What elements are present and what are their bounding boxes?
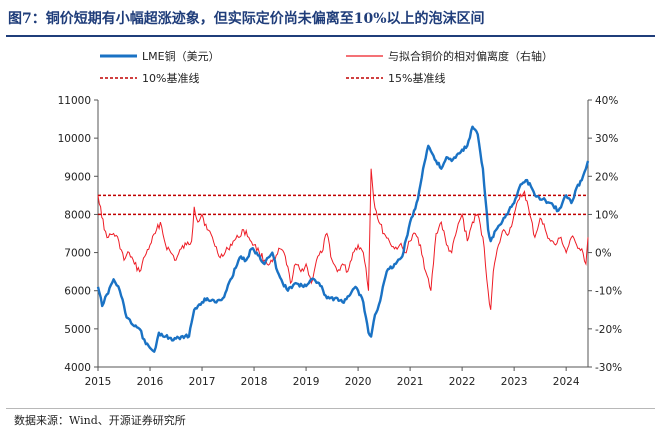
x-tick-label: 2018 xyxy=(241,376,268,388)
title-divider xyxy=(6,35,655,37)
y-left-tick-label: 9000 xyxy=(64,171,91,183)
series-line-lme xyxy=(96,125,590,353)
y-left-tick-label: 6000 xyxy=(64,286,91,298)
reference-lines xyxy=(98,194,588,216)
x-tick-label: 2017 xyxy=(189,376,216,388)
x-tick-label: 2020 xyxy=(345,376,372,388)
source-note: 数据来源：Wind、开源证券研究所 xyxy=(14,414,186,427)
source-divider xyxy=(6,408,655,409)
y-right-tick-label: -20% xyxy=(595,324,622,336)
y-right-tick-label: 40% xyxy=(595,95,618,107)
chart-title: 图7：铜价短期有小幅超涨迹象，但实际定价尚未偏离至10%以上的泡沫区间 xyxy=(8,11,485,27)
x-tick-label: 2021 xyxy=(397,376,424,388)
x-tick-label: 2015 xyxy=(85,376,112,388)
legend-label-deviation: 与拟合铜价的相对偏离度（右轴） xyxy=(388,49,553,63)
chart-canvas: LME铜（美元） 与拟合铜价的相对偏离度（右轴） 10%基准线 15%基准线 4… xyxy=(58,49,623,388)
y-right-tick-label: 0% xyxy=(595,248,612,260)
legend: LME铜（美元） 与拟合铜价的相对偏离度（右轴） 10%基准线 15%基准线 xyxy=(100,49,553,85)
legend-label-lme: LME铜（美元） xyxy=(142,49,220,63)
y-right-tick-label: 20% xyxy=(595,171,618,183)
x-tick-label: 2016 xyxy=(137,376,164,388)
y-right-tick-label: 10% xyxy=(595,209,618,221)
legend-label-ref15: 15%基准线 xyxy=(388,71,445,85)
x-tick-label: 2019 xyxy=(293,376,320,388)
plot-lines xyxy=(96,125,590,353)
series-line-deviation xyxy=(97,168,589,310)
y-left-tick-label: 5000 xyxy=(64,324,91,336)
y-right-tick-label: -30% xyxy=(595,362,622,374)
y-left-tick-label: 7000 xyxy=(64,248,91,260)
x-tick-label: 2024 xyxy=(553,376,580,388)
x-tick-label: 2023 xyxy=(501,376,528,388)
y-right-tick-label: -10% xyxy=(595,286,622,298)
legend-label-ref10: 10%基准线 xyxy=(142,71,199,85)
x-tick-label: 2022 xyxy=(449,376,476,388)
y-left-tick-label: 4000 xyxy=(64,362,91,374)
y-left-tick-label: 11000 xyxy=(58,95,91,107)
y-right-tick-label: 30% xyxy=(595,133,618,145)
y-left-tick-label: 8000 xyxy=(64,209,91,221)
y-left-tick-label: 10000 xyxy=(58,133,91,145)
axes: 4000 5000 6000 7000 8000 9000 10000 11000 -30% -2… xyxy=(58,95,623,388)
